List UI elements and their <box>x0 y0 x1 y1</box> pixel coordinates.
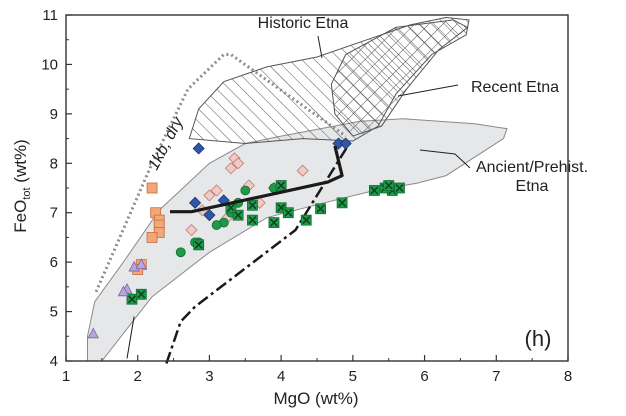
y-tick-label: 4 <box>50 353 58 370</box>
y-axis-title-tail: (wt%) <box>11 139 30 187</box>
point-green-x-square <box>368 185 380 196</box>
point-purple-triangle <box>117 285 130 297</box>
label-recent-etna: Recent Etna <box>471 79 559 96</box>
x-tick-label: 5 <box>349 368 357 385</box>
point-green-circle <box>211 220 222 230</box>
point-x-square-cross <box>269 218 278 227</box>
point-purple-triangle <box>135 258 147 270</box>
point-blue-diamond <box>189 196 202 209</box>
point-pink-diamond <box>210 184 223 197</box>
leader-historic <box>317 35 323 59</box>
x-tick-label: 3 <box>205 368 213 385</box>
point-x-square-cross <box>137 290 146 299</box>
point-green-x-square <box>135 288 147 300</box>
point-x-square-cross <box>248 216 257 225</box>
point-x-square-cross <box>316 204 325 213</box>
point-green-circle <box>240 185 251 196</box>
x-tick-label: 8 <box>564 368 572 385</box>
point-orange-square <box>146 182 158 194</box>
x-tick-label: 7 <box>492 368 500 385</box>
point-blue-diamond <box>203 209 216 222</box>
leader-ancient <box>419 149 471 169</box>
point-x-square-cross <box>384 181 393 190</box>
point-x-square-cross <box>277 181 286 190</box>
curve-1kb-dry <box>94 53 347 293</box>
tick-layer: 1 2 3 4 5 6 7 8 4 5 6 7 8 9 10 11 <box>41 7 572 385</box>
point-pink-diamond <box>203 189 216 202</box>
x-tick-label: 6 <box>420 368 428 385</box>
leader-recent <box>397 84 459 97</box>
point-green-x-square <box>247 199 258 211</box>
point-blue-diamond <box>339 137 352 150</box>
curve-dash-dot <box>165 142 351 364</box>
x-tick-label: 1 <box>62 368 70 385</box>
x-axis-title: MgO (wt%) <box>274 389 359 408</box>
point-green-x-square <box>275 180 287 191</box>
point-green-x-square <box>315 203 326 215</box>
point-green-x-square <box>232 209 244 221</box>
point-purple-triangle <box>87 327 99 339</box>
point-green-x-square <box>336 197 348 209</box>
point-x-square-cross <box>127 295 136 304</box>
point-x-square-cross <box>302 216 311 225</box>
y-tick-label: 5 <box>50 304 58 321</box>
point-orange-square <box>146 232 158 243</box>
y-axis-title-main: FeO <box>11 200 30 233</box>
point-green-x-square <box>282 207 294 219</box>
y-tick-label: 7 <box>50 205 58 222</box>
panel-label: (h) <box>525 326 552 351</box>
point-x-square-cross <box>395 184 404 192</box>
y-axis-title: FeOtot (wt%) <box>11 139 33 232</box>
point-x-square-cross <box>284 208 293 217</box>
point-x-square-cross <box>194 240 203 249</box>
y-tick-label: 11 <box>42 7 58 24</box>
point-x-square-cross <box>338 198 347 207</box>
y-tick-label: 10 <box>41 56 58 73</box>
y-tick-label: 6 <box>50 254 58 271</box>
label-ancient-etna-line1: Ancient/Prehist. <box>476 159 588 176</box>
field-layer <box>87 16 508 362</box>
point-x-square-cross <box>370 186 379 195</box>
leader-line <box>126 316 135 359</box>
point-green-x-square <box>247 214 258 226</box>
point-green-x-square <box>193 239 205 251</box>
x-tick-label: 2 <box>134 368 142 385</box>
curve-layer <box>94 53 351 364</box>
point-x-square-cross <box>248 201 257 210</box>
point-green-x-square <box>300 214 312 226</box>
x-tick-label: 4 <box>277 368 285 385</box>
field-ancient-prehist-etna <box>87 118 508 362</box>
y-tick-label: 8 <box>50 155 58 172</box>
field-recent-etna <box>330 19 469 137</box>
y-axis-title-sub: tot <box>21 187 33 199</box>
point-pink-diamond <box>224 162 238 175</box>
point-pink-diamond <box>296 164 309 177</box>
label-dry-curve: 1kb, dry <box>145 114 187 173</box>
point-green-x-square <box>394 182 405 194</box>
point-x-square-cross <box>234 211 243 220</box>
point-pink-diamond <box>232 157 245 170</box>
point-blue-diamond <box>192 142 205 155</box>
curve-thick-trend <box>170 145 344 214</box>
point-green-x-square <box>383 180 395 191</box>
point-pink-diamond <box>185 223 198 237</box>
label-ancient-etna-line2: Etna <box>516 178 549 195</box>
point-green-x-square <box>268 217 280 229</box>
label-historic-etna: Historic Etna <box>258 15 349 32</box>
y-tick-label: 9 <box>50 106 58 123</box>
point-green-circle <box>175 247 186 258</box>
point-layer <box>87 137 405 339</box>
